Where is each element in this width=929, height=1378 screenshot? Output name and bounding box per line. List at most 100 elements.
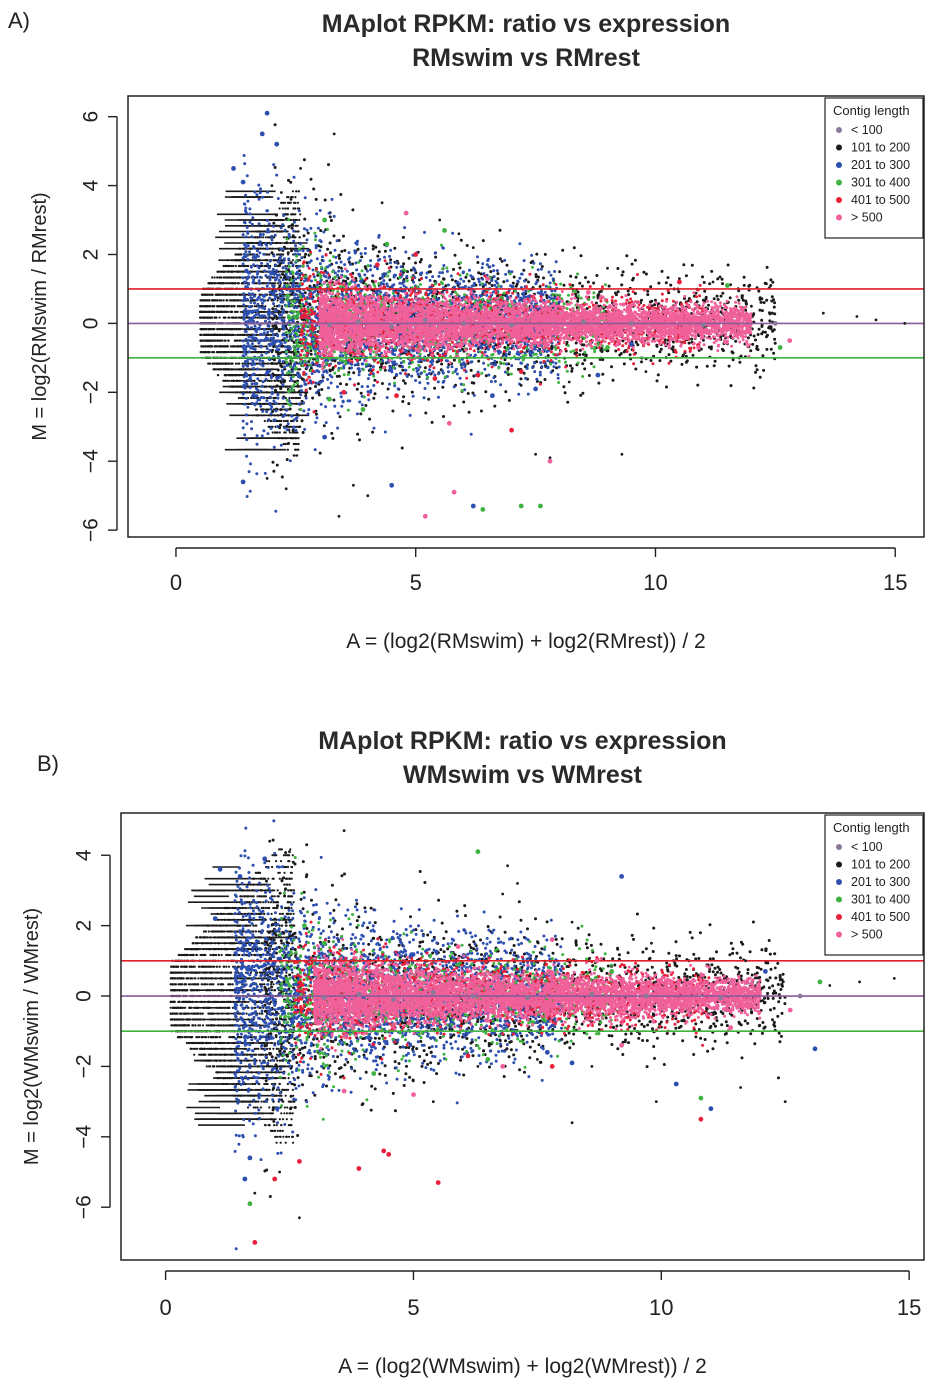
point (761, 354, 765, 358)
point (607, 284, 611, 288)
point (270, 251, 274, 255)
point (441, 385, 445, 389)
point (262, 236, 265, 239)
point (666, 276, 670, 280)
point (298, 396, 301, 400)
point (631, 276, 635, 280)
point (752, 312, 756, 316)
point (512, 275, 516, 279)
point (370, 279, 374, 283)
point (229, 310, 232, 313)
point (289, 282, 292, 285)
point (388, 278, 392, 282)
point (272, 469, 276, 473)
point (207, 333, 210, 336)
point (288, 407, 292, 411)
point (407, 256, 411, 260)
point (233, 310, 237, 313)
point (625, 254, 629, 258)
point (250, 396, 253, 400)
point (713, 359, 717, 363)
point (303, 291, 307, 295)
point (286, 207, 289, 210)
point (745, 302, 748, 306)
point (205, 316, 208, 319)
point (671, 345, 675, 349)
point (751, 342, 755, 346)
point (720, 277, 724, 281)
point (257, 222, 261, 226)
point (684, 274, 688, 278)
point (291, 282, 295, 286)
point (211, 293, 214, 296)
point (734, 339, 738, 343)
point (589, 362, 593, 366)
point (759, 300, 763, 304)
point (201, 328, 204, 331)
point (255, 282, 258, 285)
point (230, 276, 233, 279)
point (228, 316, 231, 319)
point (426, 381, 430, 385)
point (230, 362, 233, 365)
point (730, 350, 734, 354)
point (467, 279, 471, 283)
point (546, 354, 550, 357)
point (278, 351, 282, 355)
point (219, 345, 222, 348)
point (221, 339, 224, 342)
point (202, 299, 205, 302)
point (352, 371, 356, 375)
point (273, 388, 277, 392)
point (302, 158, 306, 162)
point (453, 253, 457, 257)
point (642, 270, 646, 274)
point (477, 277, 480, 281)
point (380, 382, 384, 385)
point (200, 351, 203, 354)
point (555, 366, 559, 370)
point (355, 387, 359, 391)
point (410, 390, 414, 394)
point (620, 283, 624, 287)
point (332, 234, 336, 238)
point (574, 341, 578, 345)
point (294, 244, 298, 248)
point (356, 382, 360, 386)
point (273, 166, 277, 169)
point (314, 234, 318, 238)
point (327, 163, 330, 167)
point (261, 264, 264, 268)
point (272, 302, 275, 306)
point (290, 223, 294, 227)
point (335, 239, 339, 243)
point (737, 298, 741, 302)
point (477, 271, 481, 275)
point (765, 265, 769, 269)
point (239, 396, 242, 400)
point (261, 282, 265, 285)
point (503, 358, 507, 362)
point (257, 279, 261, 283)
point (335, 374, 339, 378)
point (659, 347, 663, 351)
point (309, 177, 313, 181)
point (741, 298, 745, 302)
point (423, 366, 427, 370)
point (540, 265, 544, 268)
point (286, 282, 289, 285)
point (452, 267, 455, 271)
point (464, 275, 468, 279)
point (298, 368, 301, 371)
point (259, 379, 262, 382)
point (224, 328, 227, 331)
point (199, 339, 202, 342)
point (270, 379, 273, 382)
point (434, 255, 438, 259)
point (286, 448, 289, 451)
point (302, 409, 306, 413)
point (514, 284, 518, 288)
point (266, 408, 269, 411)
point (220, 368, 223, 371)
point (232, 276, 235, 279)
